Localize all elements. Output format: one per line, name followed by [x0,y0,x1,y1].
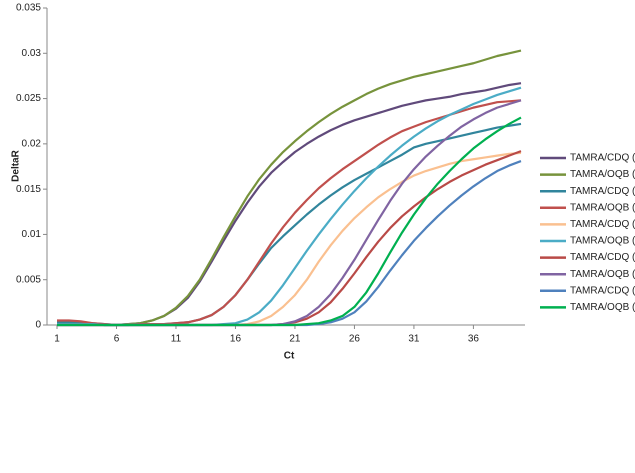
legend-label: TAMRA/OQB (5) [570,302,635,313]
series-line [57,122,522,327]
x-axis-title: Ct [284,351,295,362]
y-tick-label: 0.01 [22,229,42,240]
y-tick-label: 0.025 [16,93,41,104]
y-tick-label: 0.02 [22,138,42,149]
x-tick-label: 16 [230,334,242,345]
y-tick-label: 0.03 [22,48,42,59]
x-tick-label: 21 [289,334,301,345]
x-tick-label: 6 [114,334,120,345]
legend-label: TAMRA/OQB (1) [570,169,635,180]
legend-label: TAMRA/CDQ (4) [570,252,635,263]
y-tick-label: 0.015 [16,184,41,195]
y-tick-label: 0.035 [16,3,41,14]
y-axis-title: DeltaR [11,149,22,181]
y-tick-label: 0 [35,320,41,331]
series-line [57,151,522,327]
x-tick-label: 31 [408,334,420,345]
x-tick-label: 11 [171,334,182,345]
x-tick-label: 26 [349,334,361,345]
legend-label: TAMRA/OQB (4) [570,269,635,280]
x-tick-label: 36 [468,334,480,345]
legend-label: TAMRA/CDQ (5) [570,285,635,296]
legend-label: TAMRA/CDQ (2) [570,186,635,197]
x-tick-label: 1 [54,334,60,345]
series-line [57,150,522,327]
series-line [57,86,522,327]
series-line [57,99,522,327]
series-line [57,116,522,327]
legend-label: TAMRA/CDQ (3) [570,219,635,230]
legend-label: TAMRA/OQB (3) [570,236,635,247]
series-line [57,49,522,327]
y-tick-label: 0.005 [16,274,41,285]
legend-label: TAMRA/CDQ (1) [570,153,635,164]
legend-label: TAMRA/OQB (2) [570,202,635,213]
